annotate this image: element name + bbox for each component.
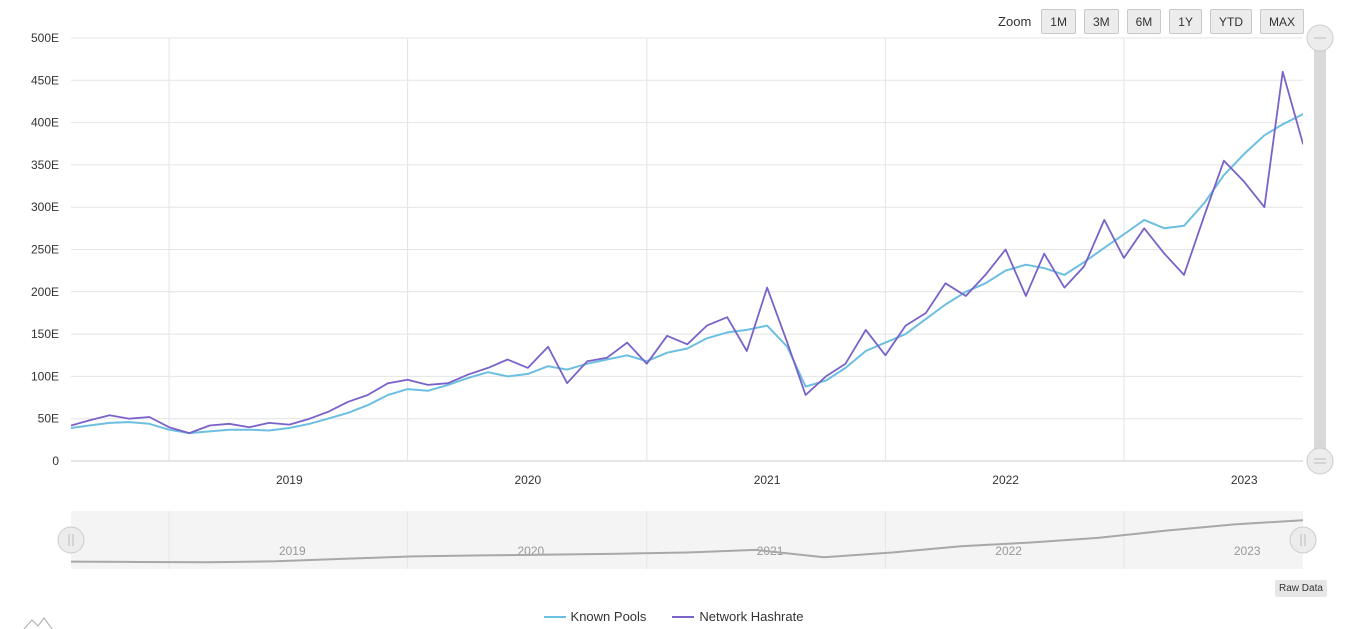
y-tick-label: 350E bbox=[31, 158, 59, 172]
zoom-6m-button[interactable]: 6M bbox=[1126, 9, 1162, 34]
legend-label-network-hashrate: Network Hashrate bbox=[699, 609, 804, 624]
chart-legend: Known Pools Network Hashrate bbox=[0, 609, 1347, 624]
logo-icon bbox=[23, 616, 53, 629]
legend-swatch-known-pools bbox=[543, 615, 566, 618]
navigator-series-line bbox=[70, 519, 1304, 564]
navigator-right-handle[interactable] bbox=[1289, 526, 1317, 554]
y-scrollbar-bottom-handle[interactable] bbox=[1306, 447, 1334, 475]
zoom-1y-button[interactable]: 1Y bbox=[1169, 9, 1202, 34]
navigator-x-label: 2023 bbox=[1234, 544, 1261, 558]
zoom-label: Zoom bbox=[998, 14, 1032, 29]
navigator-background[interactable] bbox=[71, 511, 1303, 569]
navigator-x-label: 2019 bbox=[279, 544, 306, 558]
series-line-network-hashrate[interactable] bbox=[71, 70, 1347, 434]
y-tick-label: 150E bbox=[31, 327, 59, 341]
x-tick-label: 2022 bbox=[992, 473, 1019, 487]
x-tick-label: 2020 bbox=[515, 473, 542, 487]
y-tick-label: 500E bbox=[31, 31, 59, 45]
legend-item-network-hashrate[interactable]: Network Hashrate bbox=[672, 609, 803, 624]
legend-label-known-pools: Known Pools bbox=[570, 609, 647, 624]
legend-swatch-network-hashrate bbox=[672, 615, 695, 618]
y-tick-label: 0 bbox=[52, 454, 59, 468]
x-tick-label: 2023 bbox=[1231, 473, 1258, 487]
zoom-bar: Zoom 1M 3M 6M 1Y YTD MAX bbox=[998, 9, 1304, 34]
zoom-1m-button[interactable]: 1M bbox=[1041, 9, 1076, 34]
y-tick-label: 50E bbox=[38, 412, 59, 426]
navigator-left-handle[interactable] bbox=[57, 526, 85, 554]
x-tick-label: 2019 bbox=[276, 473, 303, 487]
x-tick-label: 2021 bbox=[754, 473, 781, 487]
y-tick-label: 250E bbox=[31, 243, 59, 257]
y-tick-label: 450E bbox=[31, 73, 59, 87]
y-tick-label: 100E bbox=[31, 369, 59, 383]
series-line-known-pools[interactable] bbox=[71, 80, 1347, 435]
zoom-max-button[interactable]: MAX bbox=[1259, 9, 1304, 34]
navigator-x-label: 2022 bbox=[995, 544, 1022, 558]
legend-item-known-pools[interactable]: Known Pools bbox=[543, 609, 647, 624]
raw-data-button[interactable]: Raw Data bbox=[1275, 580, 1327, 597]
zoom-ytd-button[interactable]: YTD bbox=[1209, 9, 1252, 34]
y-scrollbar-track[interactable] bbox=[1314, 40, 1326, 460]
zoom-3m-button[interactable]: 3M bbox=[1083, 9, 1119, 34]
y-tick-label: 200E bbox=[31, 285, 59, 299]
y-tick-label: 300E bbox=[31, 200, 59, 214]
y-tick-label: 400E bbox=[31, 116, 59, 130]
